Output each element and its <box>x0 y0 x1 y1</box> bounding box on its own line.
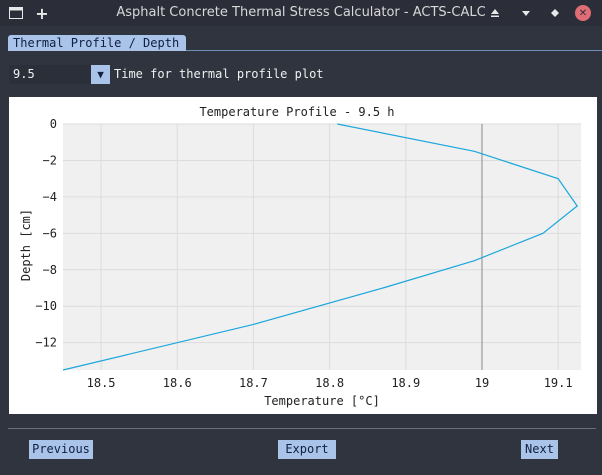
y-tick-label: −12 <box>35 336 57 350</box>
temperature-profile-chart: 18.5 18.6 18.7 18.8 18.9 19 19.1 0 −2 −4 −6 −8 −10 −1… <box>9 97 597 414</box>
button-separator <box>8 428 596 429</box>
dropdown-arrow-icon: ▼ <box>97 68 104 81</box>
x-tick-label: 18.9 <box>391 376 420 390</box>
x-tick-label: 18.7 <box>239 376 268 390</box>
window-title: Asphalt Concrete Thermal Stress Calculat… <box>116 5 486 20</box>
keep-above-button[interactable] <box>487 0 503 26</box>
time-selector: 9.5 ▼ Time for thermal profile plot <box>9 65 329 84</box>
window-menu-icon <box>9 7 23 19</box>
y-tick-label: −2 <box>43 153 57 167</box>
close-icon: ✕ <box>575 5 591 21</box>
chart-svg: 18.5 18.6 18.7 18.8 18.9 19 19.1 0 −2 −4 −6 −8 −10 −1… <box>19 105 581 408</box>
x-tick-label: 19.1 <box>544 376 573 390</box>
x-tick-label: 18.5 <box>87 376 116 390</box>
chart-title: Temperature Profile - 9.5 h <box>199 105 394 119</box>
x-tick-label: 18.8 <box>315 376 344 390</box>
close-button[interactable]: ✕ <box>574 0 592 26</box>
y-tick-label: −10 <box>35 299 57 313</box>
tick-layer: 18.5 18.6 18.7 18.8 18.9 19 19.1 0 −2 −4 −6 −8 −10 −1… <box>35 117 572 390</box>
export-button[interactable]: Export <box>278 440 336 459</box>
series-layer <box>62 123 579 371</box>
y-tick-label: −6 <box>43 226 57 240</box>
time-select-label: Time for thermal profile plot <box>114 67 324 81</box>
minimize-icon <box>522 11 530 16</box>
next-button[interactable]: Next <box>521 440 558 459</box>
plot-area <box>63 124 581 370</box>
maximize-icon <box>551 9 559 17</box>
keep-above-icon <box>491 9 499 17</box>
y-axis-label: Depth [cm] <box>19 209 33 281</box>
y-tick-label: −8 <box>43 263 57 277</box>
tab-bar: Thermal Profile / Depth <box>0 26 602 52</box>
minimize-button[interactable] <box>518 0 534 26</box>
window-titlebar: + Asphalt Concrete Thermal Stress Calcul… <box>0 0 602 26</box>
previous-button[interactable]: Previous <box>29 440 93 459</box>
y-tick-label: 0 <box>50 117 57 131</box>
time-select-dropdown-button[interactable]: ▼ <box>91 65 110 84</box>
maximize-button[interactable] <box>547 0 563 26</box>
x-axis-label: Temperature [°C] <box>264 394 380 408</box>
time-select-value[interactable]: 9.5 <box>9 65 91 84</box>
x-tick-label: 19 <box>475 376 489 390</box>
new-window-button[interactable]: + <box>35 3 49 23</box>
x-tick-label: 18.6 <box>163 376 192 390</box>
tab-thermal-profile-depth[interactable]: Thermal Profile / Depth <box>8 35 186 51</box>
temperature-profile-line <box>62 123 579 371</box>
tab-bar-line <box>8 50 602 51</box>
y-tick-label: −4 <box>43 190 57 204</box>
window-menu-button[interactable] <box>6 0 26 26</box>
grid-layer <box>63 123 581 370</box>
